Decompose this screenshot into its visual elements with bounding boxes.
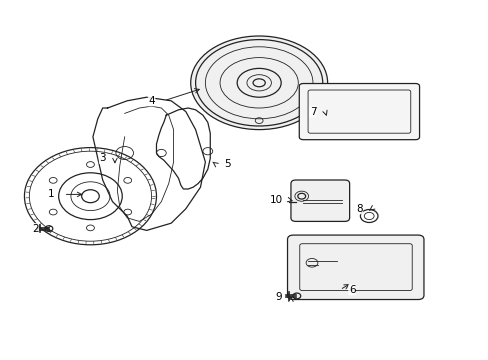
- Text: 8: 8: [355, 204, 362, 214]
- Text: 4: 4: [148, 96, 155, 106]
- Ellipse shape: [190, 36, 327, 130]
- Text: 3: 3: [99, 153, 106, 163]
- FancyBboxPatch shape: [290, 180, 349, 221]
- Text: 9: 9: [275, 292, 282, 302]
- Text: 1: 1: [48, 189, 55, 199]
- Text: 7: 7: [309, 107, 316, 117]
- Text: 6: 6: [348, 285, 355, 295]
- Text: 10: 10: [269, 195, 282, 205]
- FancyBboxPatch shape: [287, 235, 423, 300]
- FancyBboxPatch shape: [299, 84, 419, 140]
- Text: 2: 2: [32, 224, 39, 234]
- Text: 5: 5: [224, 159, 230, 169]
